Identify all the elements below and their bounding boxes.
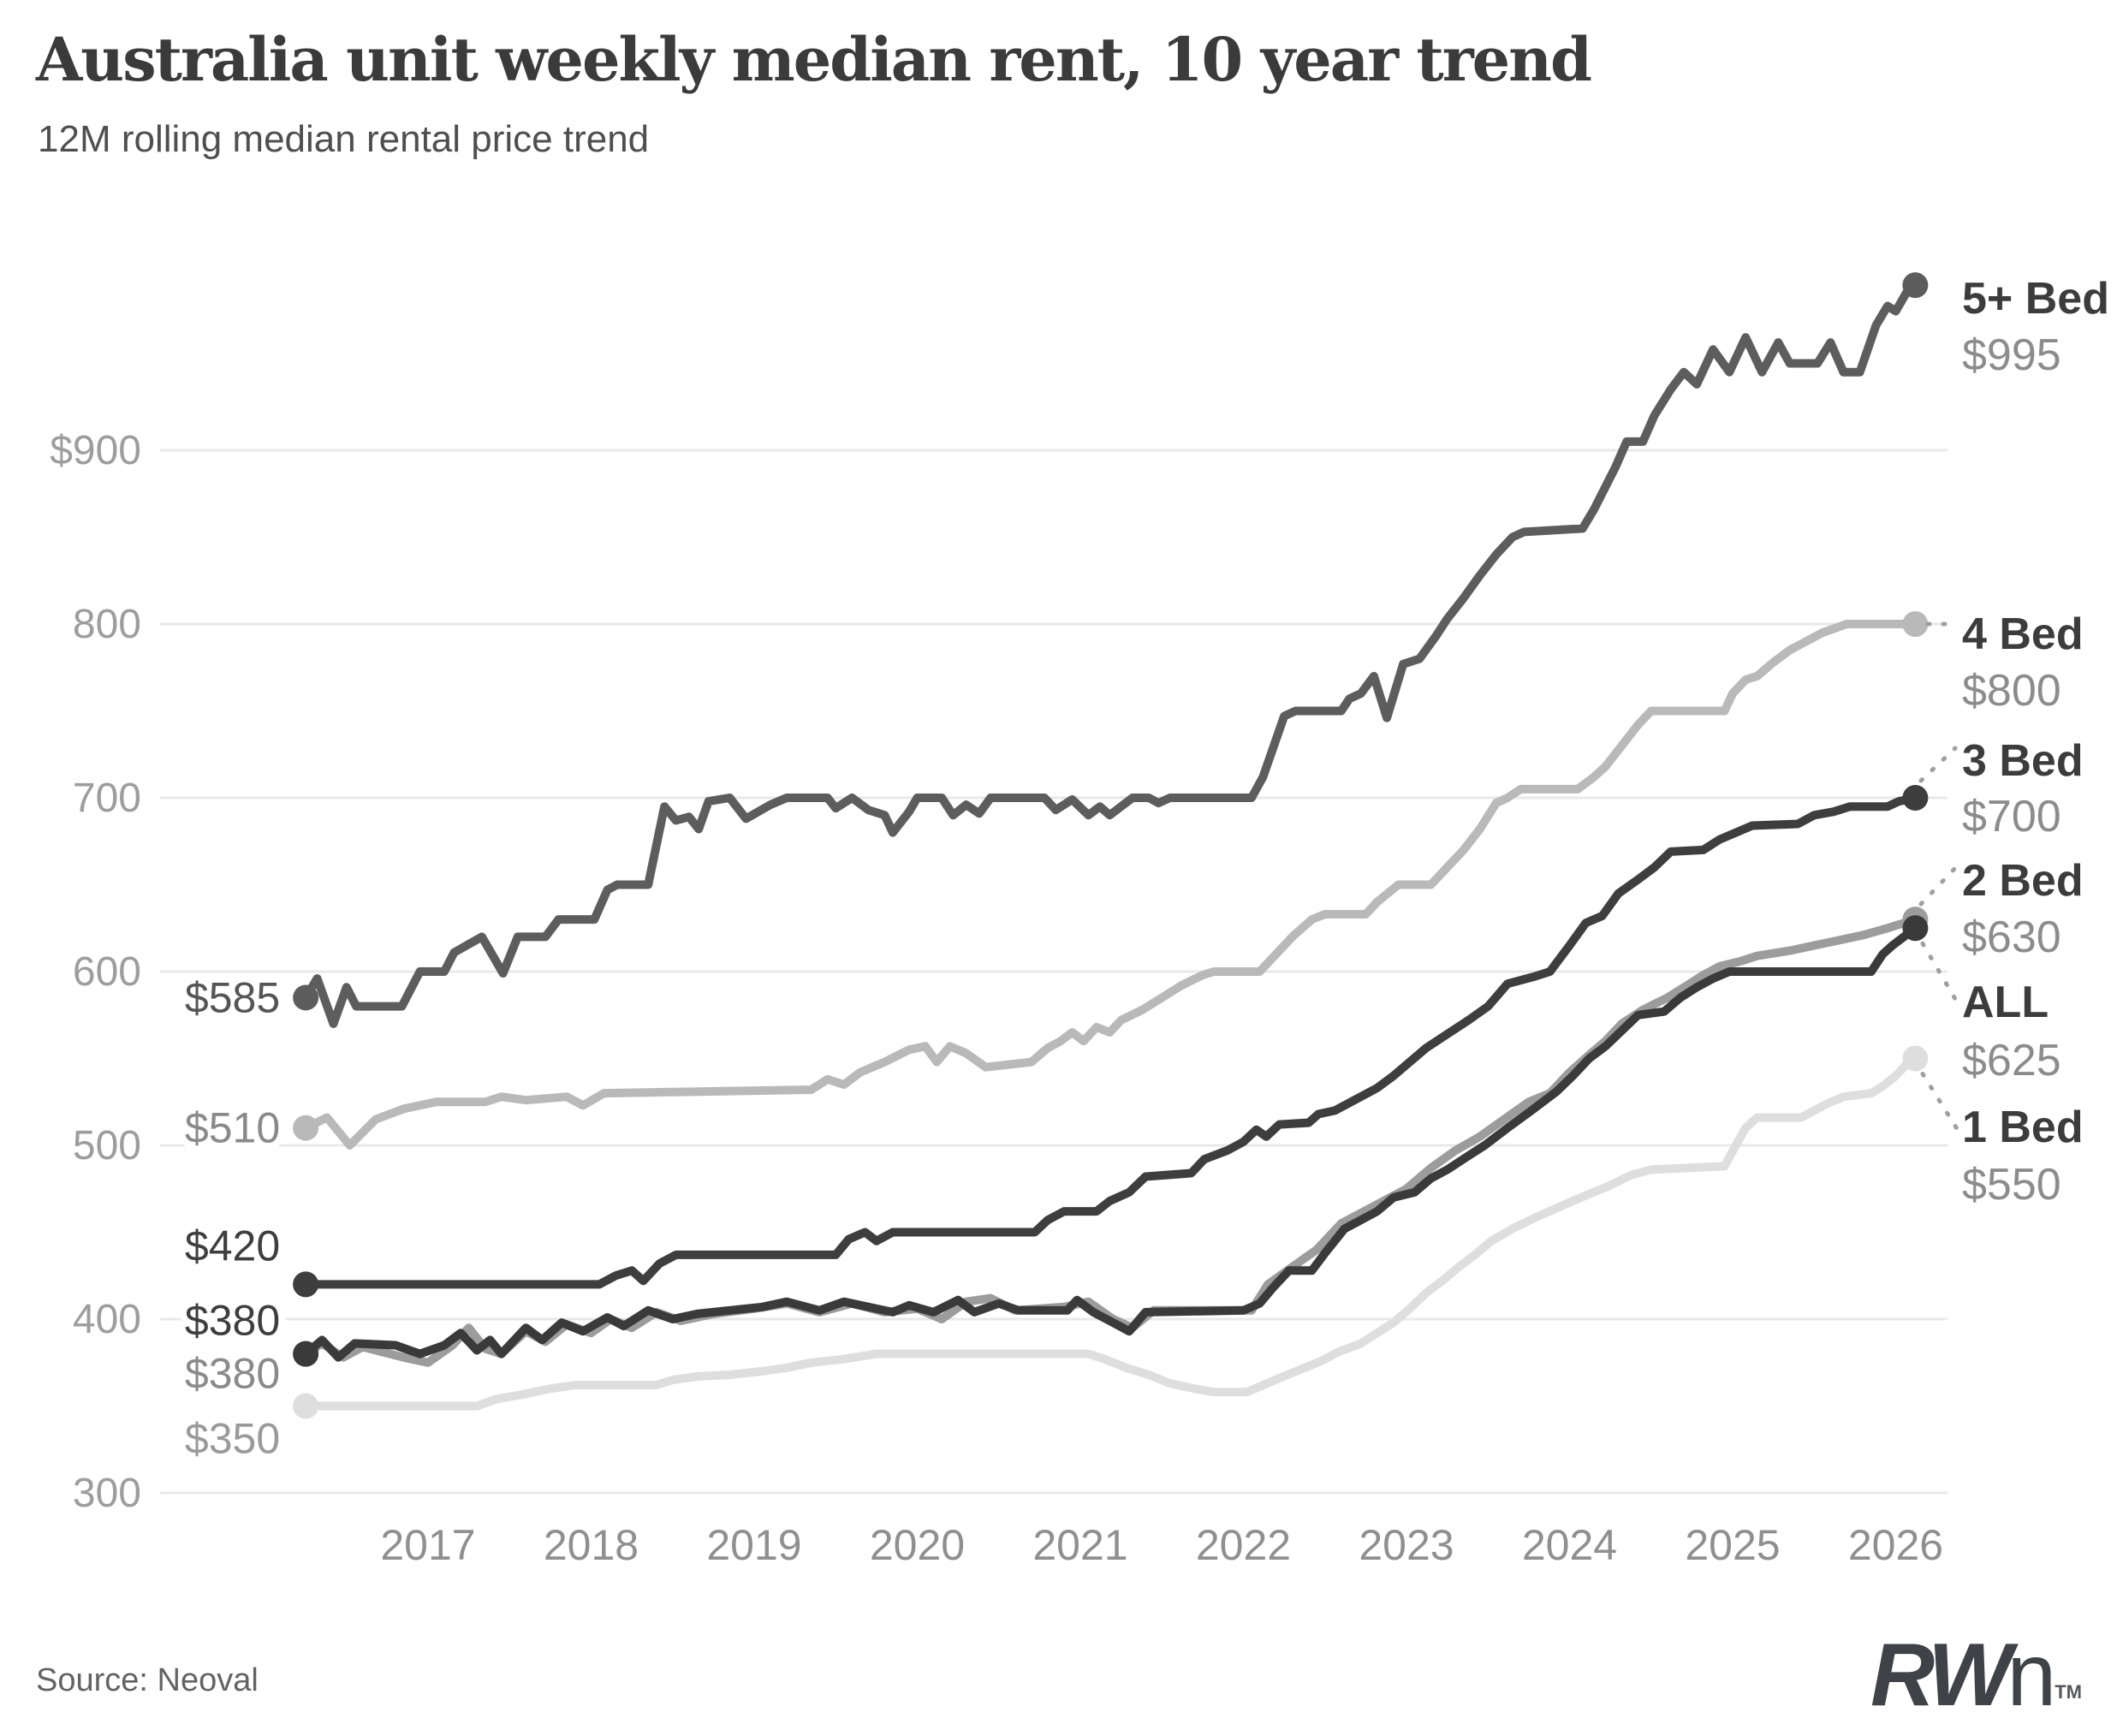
- leader-line-all: [1920, 941, 1959, 1004]
- leader-line-1-bed: [1920, 1072, 1959, 1131]
- rwn-logo-rw: RW: [1870, 1626, 2012, 1725]
- series-line-2-bed: [301, 915, 1920, 1367]
- start-value-label-3-bed: $420: [185, 1222, 280, 1269]
- rwn-logo: RWnTM: [1870, 1625, 2082, 1727]
- y-tick-label-800: 800: [73, 602, 141, 647]
- start-value-label-5-bed: $585: [185, 973, 280, 1021]
- series-line-5-bed: [301, 281, 1920, 1028]
- series-end-dot-4-bed: [1902, 611, 1929, 637]
- series-name-label-2-bed: 2 Bed: [1962, 856, 2084, 906]
- start-value-label-all: $380: [185, 1297, 280, 1345]
- y-tick-label-900: $900: [50, 428, 141, 473]
- x-tick-label-2025: 2025: [1685, 1521, 1780, 1569]
- end-value-label-5-bed: $995: [1962, 330, 2061, 380]
- series-start-dot-4-bed: [293, 1115, 319, 1141]
- series-start-dot-1-bed: [293, 1393, 319, 1419]
- page-title: Australia unit weekly median rent, 10 ye…: [36, 24, 1592, 95]
- y-tick-label-700: 700: [73, 776, 141, 821]
- x-tick-label-2018: 2018: [544, 1521, 639, 1569]
- y-tick-label-500: 500: [73, 1123, 141, 1168]
- x-tick-label-2024: 2024: [1522, 1521, 1617, 1569]
- series-end-dot-5-bed: [1902, 272, 1929, 299]
- end-value-label-2-bed: $630: [1962, 913, 2061, 962]
- end-value-label-1-bed: $550: [1962, 1160, 2061, 1210]
- series-line-4-bed: [301, 620, 1920, 1150]
- series-line-1-bed: [301, 1054, 1920, 1411]
- x-tick-label-2019: 2019: [706, 1521, 801, 1569]
- series-name-label-5-bed: 5+ Bed: [1962, 274, 2109, 324]
- series-name-label-all: ALL: [1962, 978, 2049, 1027]
- series-end-dot-3-bed: [1902, 785, 1929, 811]
- series-start-dot-3-bed: [293, 1271, 319, 1298]
- y-tick-label-400: 400: [73, 1297, 141, 1342]
- start-value-label-4-bed: $510: [185, 1104, 280, 1152]
- page-subtitle: 12M rolling median rental price trend: [38, 118, 650, 160]
- series-line-3-bed: [301, 794, 1920, 1289]
- series-start-dot-all: [293, 1341, 319, 1367]
- source-note: Source: Neoval: [36, 1662, 259, 1698]
- end-value-label-3-bed: $700: [1962, 792, 2061, 841]
- y-tick-label-600: 600: [73, 949, 141, 995]
- y-tick-label-300: 300: [73, 1471, 141, 1516]
- series-name-label-1-bed: 1 Bed: [1962, 1103, 2084, 1152]
- x-tick-label-2023: 2023: [1359, 1521, 1454, 1569]
- series-end-dot-1-bed: [1902, 1045, 1929, 1072]
- x-tick-label-2020: 2020: [870, 1521, 965, 1569]
- leader-line-2-bed: [1918, 865, 1958, 907]
- series-name-label-3-bed: 3 Bed: [1962, 736, 2084, 786]
- end-value-label-4-bed: $800: [1962, 666, 2061, 716]
- trademark-symbol: TM: [2055, 1681, 2082, 1703]
- start-value-label-2-bed: $380: [185, 1350, 280, 1398]
- x-tick-label-2021: 2021: [1032, 1521, 1127, 1569]
- x-tick-label-2017: 2017: [380, 1521, 475, 1569]
- x-tick-label-2026: 2026: [1848, 1521, 1943, 1569]
- series-end-dot-all: [1902, 915, 1929, 942]
- series-start-dot-5-bed: [293, 984, 319, 1011]
- leader-line-3-bed: [1918, 746, 1958, 783]
- series-line-all: [301, 924, 1920, 1362]
- x-tick-label-2022: 2022: [1196, 1521, 1291, 1569]
- series-name-label-4-bed: 4 Bed: [1962, 609, 2084, 659]
- rwn-logo-n: n: [2007, 1626, 2056, 1725]
- end-value-label-all: $625: [1962, 1036, 2061, 1085]
- start-value-label-1-bed: $350: [185, 1415, 280, 1463]
